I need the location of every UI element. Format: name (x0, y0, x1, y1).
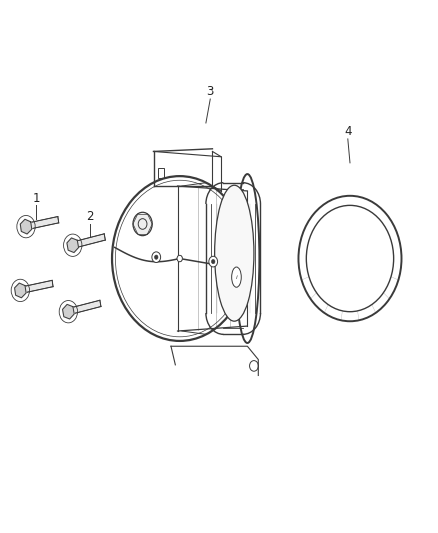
Ellipse shape (232, 267, 241, 287)
Circle shape (177, 255, 182, 262)
Polygon shape (20, 219, 32, 234)
Polygon shape (20, 280, 53, 294)
Circle shape (212, 260, 215, 264)
Polygon shape (63, 304, 74, 319)
Bar (158, 168, 164, 178)
Ellipse shape (215, 185, 254, 321)
Polygon shape (25, 216, 59, 230)
Circle shape (152, 252, 161, 262)
Text: 3: 3 (207, 85, 214, 98)
Polygon shape (68, 300, 101, 315)
Polygon shape (14, 283, 26, 298)
Text: 2: 2 (86, 211, 94, 223)
Text: 1: 1 (33, 192, 40, 205)
Polygon shape (72, 234, 105, 248)
Circle shape (177, 255, 182, 262)
Circle shape (155, 255, 158, 259)
Circle shape (209, 256, 218, 267)
Text: i: i (236, 274, 237, 280)
Text: 4: 4 (344, 125, 352, 138)
Circle shape (133, 212, 152, 236)
Polygon shape (67, 238, 78, 253)
